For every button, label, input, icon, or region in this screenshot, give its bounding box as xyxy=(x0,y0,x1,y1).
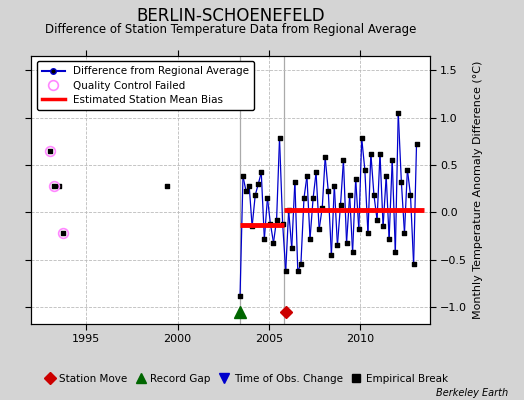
Point xyxy=(348,249,357,255)
Point xyxy=(254,181,263,187)
Point xyxy=(333,242,342,248)
Point xyxy=(288,245,296,252)
Point xyxy=(339,157,347,163)
Point xyxy=(251,192,259,198)
Point xyxy=(54,182,63,189)
Point xyxy=(257,169,266,176)
Point xyxy=(291,179,299,185)
Point xyxy=(373,217,381,223)
Point xyxy=(50,182,59,189)
Point xyxy=(239,173,247,180)
Point xyxy=(263,195,271,201)
Point xyxy=(391,249,399,255)
Point xyxy=(266,220,275,227)
Point xyxy=(269,239,278,246)
Point xyxy=(361,166,369,173)
Point xyxy=(312,169,320,176)
Point xyxy=(394,110,402,116)
Point xyxy=(352,176,360,182)
Point xyxy=(400,230,409,236)
Point xyxy=(367,150,375,157)
Point xyxy=(376,150,384,157)
Point xyxy=(385,236,394,242)
Point xyxy=(330,182,339,189)
Point xyxy=(345,192,354,198)
Point xyxy=(397,179,406,185)
Point xyxy=(260,236,268,242)
Point xyxy=(364,230,372,236)
Point xyxy=(388,157,397,163)
Point xyxy=(300,195,308,201)
Point xyxy=(318,204,326,211)
Point xyxy=(163,182,171,189)
Point xyxy=(297,261,305,268)
Point xyxy=(293,268,302,274)
Point xyxy=(59,230,68,236)
Text: Berkeley Earth: Berkeley Earth xyxy=(436,388,508,398)
Point xyxy=(324,188,333,195)
Point xyxy=(370,192,378,198)
Point xyxy=(278,220,287,227)
Point xyxy=(379,223,387,230)
Point xyxy=(357,135,366,142)
Point xyxy=(336,202,345,208)
Point xyxy=(248,223,256,230)
Point xyxy=(285,207,293,214)
Point xyxy=(242,188,250,195)
Point xyxy=(409,261,418,268)
Point xyxy=(342,239,351,246)
Y-axis label: Monthly Temperature Anomaly Difference (°C): Monthly Temperature Anomaly Difference (… xyxy=(473,61,483,319)
Point xyxy=(382,173,390,180)
Point xyxy=(406,192,414,198)
Point xyxy=(327,252,335,258)
Point xyxy=(236,292,244,299)
Text: Difference of Station Temperature Data from Regional Average: Difference of Station Temperature Data f… xyxy=(45,23,416,36)
Legend: Difference from Regional Average, Quality Control Failed, Estimated Station Mean: Difference from Regional Average, Qualit… xyxy=(37,61,254,110)
Point xyxy=(309,195,318,201)
Point xyxy=(306,236,314,242)
Point xyxy=(321,154,330,160)
Point xyxy=(245,182,254,189)
Text: BERLIN-SCHOENEFELD: BERLIN-SCHOENEFELD xyxy=(136,7,325,25)
Legend: Station Move, Record Gap, Time of Obs. Change, Empirical Break: Station Move, Record Gap, Time of Obs. C… xyxy=(41,371,451,387)
Point xyxy=(46,148,54,154)
Point xyxy=(403,166,411,173)
Point xyxy=(303,173,311,180)
Point xyxy=(275,135,283,142)
Point xyxy=(281,268,290,274)
Point xyxy=(412,141,421,147)
Point xyxy=(315,226,323,232)
Point xyxy=(272,217,281,223)
Point xyxy=(355,226,363,232)
